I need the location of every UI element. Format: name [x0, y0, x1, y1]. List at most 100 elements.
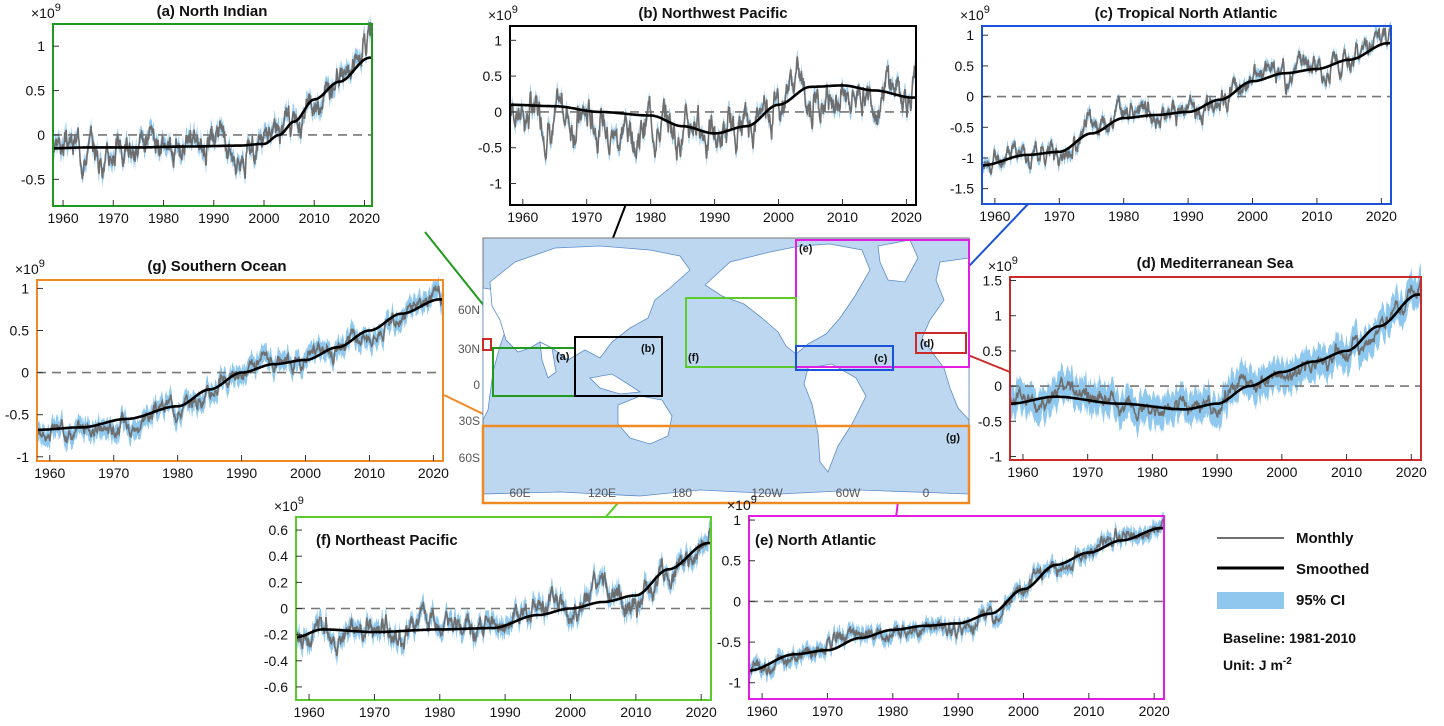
- xtick-label: 2020: [418, 465, 449, 481]
- panel-b: -1 -0.5 0 0.5 1 1960 1970 1980 1990 2000 2010 2020 ×…: [478, 4, 922, 225]
- lon-label-60w: 60W: [836, 486, 861, 500]
- panel-e: -1 -0.5 0 0.5 1 1960 1970 1980 1990 2000 2010 2020 ×…: [717, 494, 1170, 719]
- ytick-label: 0.6: [269, 522, 289, 538]
- ytick-label: -1: [990, 448, 1003, 464]
- lat-label-30n: 30N: [458, 342, 480, 356]
- map-box-b: [574, 336, 663, 397]
- lon-label-0e: 0: [923, 486, 930, 500]
- ytick-label: -0.5: [21, 171, 45, 187]
- map-label-d: (d): [920, 338, 934, 350]
- map-box-g: [481, 424, 971, 505]
- xtick-label: 2010: [299, 210, 330, 226]
- legend-unit: Unit: J m-2: [1223, 656, 1292, 673]
- ytick-label: 0: [733, 593, 741, 609]
- legend: Monthly Smoothed 95% CI Baseline: 1981-2…: [1217, 530, 1369, 673]
- legend-ci-label: 95% CI: [1296, 592, 1345, 609]
- panel-frame-d: [1009, 276, 1422, 461]
- ytick-label: -1.5: [950, 181, 974, 197]
- smoothed-line-a: [53, 56, 372, 150]
- map-box-d: [915, 332, 967, 354]
- xtick-label: 1990: [198, 210, 229, 226]
- xtick-label: 2000: [555, 704, 586, 720]
- ytick-label: 0.4: [269, 548, 289, 564]
- scale-factor-f: ×109: [274, 495, 304, 514]
- smoothed-line-f: [295, 541, 711, 639]
- ytick-label: 0: [21, 365, 29, 381]
- scale-factor-c: ×109: [960, 4, 990, 23]
- xtick-label: 1990: [943, 703, 974, 719]
- ytick-label: 1: [994, 308, 1002, 324]
- scale-factor-exp: 9: [1012, 255, 1018, 267]
- xtick-label: 2010: [1301, 208, 1332, 224]
- xtick-label: 1960: [1007, 464, 1038, 480]
- scale-factor-e: ×109: [727, 494, 757, 513]
- monthly-line-f: [295, 527, 712, 657]
- map-label-e: (e): [799, 243, 813, 255]
- ytick-label: 1: [966, 27, 974, 43]
- xtick-label: 2020: [1366, 208, 1397, 224]
- ytick-label: 0.5: [483, 68, 503, 84]
- xtick-label: 2010: [620, 704, 651, 720]
- ytick-label: 0.5: [26, 83, 46, 99]
- ytick-label: -0.6: [264, 679, 288, 695]
- land-antarctica: [482, 489, 970, 504]
- xtick-label: 2010: [1331, 464, 1362, 480]
- lat-label-60n: 60N: [458, 303, 480, 317]
- scale-factor-base: ×10: [274, 498, 298, 514]
- panel-title-b: (b) Northwest Pacific: [638, 5, 787, 22]
- xtick-label: 1970: [359, 704, 390, 720]
- lat-label-0: 0: [473, 378, 480, 392]
- panel-frame-g: [36, 279, 444, 462]
- xtick-label: 1980: [162, 465, 193, 481]
- lon-label-180: 180: [672, 486, 692, 500]
- panel-title-a: (a) North Indian: [157, 3, 268, 20]
- ytick-label: 0: [494, 104, 502, 120]
- ci-band-f: [296, 518, 711, 667]
- xtick-label: 1970: [812, 703, 843, 719]
- xtick-label: 1960: [34, 465, 65, 481]
- xtick-label: 2010: [827, 209, 858, 225]
- lon-label-60e: 60E: [509, 486, 530, 500]
- xtick-label: 1980: [424, 704, 455, 720]
- ytick-label: -1: [17, 449, 30, 465]
- xtick-label: 1970: [1044, 208, 1075, 224]
- xtick-label: 1990: [490, 704, 521, 720]
- land-europe-africa-east: [921, 257, 970, 422]
- map-box-f: [685, 297, 797, 368]
- xtick-label: 1970: [98, 465, 129, 481]
- map-box-c: [795, 345, 894, 371]
- legend-monthly-label: Monthly: [1296, 530, 1354, 547]
- ytick-label: -1: [490, 176, 503, 192]
- ci-band-e: [749, 511, 1164, 683]
- plot-area-d: [1010, 277, 1421, 460]
- monthly-line-e: [748, 518, 1165, 677]
- map-label-g: (g): [946, 432, 960, 444]
- smoothed-line-c: [982, 41, 1391, 167]
- xtick-label: 1990: [1202, 464, 1233, 480]
- xtick-label: 2000: [290, 465, 321, 481]
- scale-factor-exp: 9: [39, 258, 45, 270]
- panel-frame-c: [981, 25, 1392, 205]
- smoothed-line-e: [749, 526, 1164, 672]
- ytick-label: 0: [966, 89, 974, 105]
- xtick-label: 1970: [98, 210, 129, 226]
- ytick-label: -0.2: [264, 627, 288, 643]
- panel-title-f: (f) Northeast Pacific: [316, 532, 458, 549]
- xtick-label: 1990: [1173, 208, 1204, 224]
- plot-area-a: [53, 24, 372, 206]
- land-australia: [617, 395, 673, 445]
- ytick-label: -1: [729, 675, 742, 691]
- ytick-label: 0.2: [269, 574, 289, 590]
- xtick-label: 2010: [1073, 703, 1104, 719]
- xtick-label: 2020: [891, 209, 922, 225]
- land-south-america: [803, 363, 867, 473]
- scale-factor-base: ×10: [988, 258, 1012, 274]
- monthly-line-d: [1009, 280, 1422, 422]
- xtick-label: 2020: [349, 210, 380, 226]
- xtick-label: 2010: [354, 465, 385, 481]
- xtick-label: 1960: [47, 210, 78, 226]
- smoothed-line-g: [36, 298, 443, 432]
- xtick-label: 2000: [1237, 208, 1268, 224]
